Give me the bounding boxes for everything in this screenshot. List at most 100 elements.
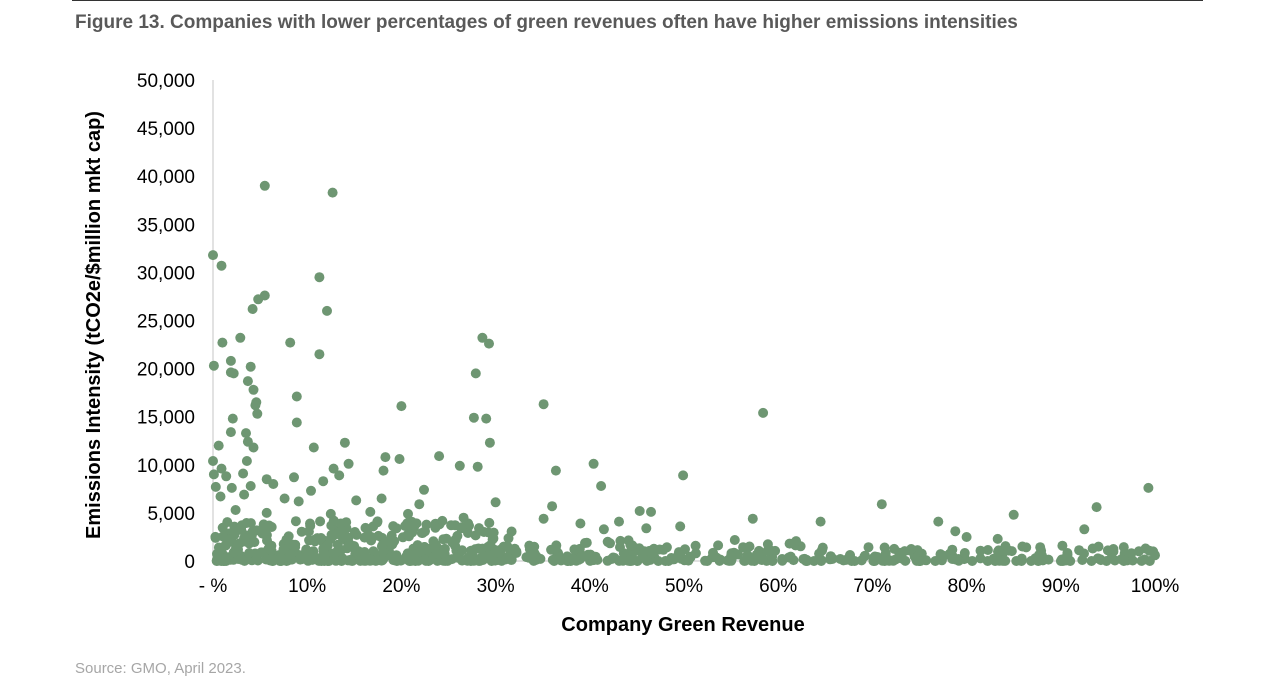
data-point bbox=[306, 485, 316, 496]
data-point bbox=[747, 513, 758, 524]
cluster-point bbox=[296, 526, 307, 537]
data-point bbox=[614, 516, 624, 527]
data-point bbox=[378, 465, 389, 476]
cluster-point bbox=[345, 555, 356, 566]
cluster-point bbox=[422, 544, 433, 555]
cluster-point bbox=[389, 553, 400, 564]
cluster-point bbox=[336, 556, 347, 566]
cluster-point bbox=[729, 535, 740, 545]
data-point bbox=[241, 456, 252, 466]
data-point bbox=[490, 497, 501, 508]
data-point bbox=[815, 516, 826, 527]
cluster-point bbox=[285, 549, 296, 560]
x-tick-label: 100% bbox=[1131, 576, 1180, 597]
cluster-point bbox=[303, 555, 314, 566]
data-point bbox=[245, 481, 256, 491]
cluster-point bbox=[713, 540, 724, 551]
cluster-point bbox=[441, 554, 452, 565]
cluster-point bbox=[524, 552, 535, 563]
data-point bbox=[227, 413, 238, 424]
cluster-point bbox=[993, 545, 1004, 556]
cluster-point bbox=[1030, 553, 1041, 564]
cluster-point bbox=[690, 540, 701, 551]
data-point bbox=[208, 469, 219, 480]
cluster-point bbox=[303, 526, 314, 537]
cluster-point bbox=[547, 554, 558, 565]
cluster-point bbox=[244, 548, 255, 558]
cluster-point bbox=[268, 555, 279, 566]
cluster-point bbox=[1036, 545, 1047, 556]
top-rule bbox=[72, 0, 1203, 1]
figure-title: Figure 13. Companies with lower percenta… bbox=[75, 12, 1018, 33]
cluster-point bbox=[236, 520, 247, 531]
cluster-point bbox=[450, 534, 461, 545]
cluster-point bbox=[226, 534, 237, 545]
cluster-point bbox=[1057, 556, 1068, 566]
cluster-point bbox=[592, 554, 603, 565]
data-point bbox=[259, 180, 270, 191]
x-axis-title: Company Green Revenue bbox=[561, 614, 804, 636]
data-point bbox=[226, 482, 237, 493]
cluster-point bbox=[605, 538, 615, 549]
data-point bbox=[550, 465, 561, 476]
x-tick-label: 70% bbox=[853, 576, 891, 597]
cluster-point bbox=[439, 543, 450, 554]
cluster-point bbox=[222, 517, 233, 528]
y-tick-label: 40,000 bbox=[137, 167, 195, 188]
data-point bbox=[291, 417, 302, 428]
y-tick-label: 0 bbox=[184, 552, 195, 573]
data-point bbox=[950, 526, 961, 537]
data-point bbox=[208, 250, 218, 261]
cluster-point bbox=[744, 541, 755, 552]
cluster-point bbox=[788, 538, 799, 549]
data-point bbox=[208, 360, 219, 371]
data-point bbox=[472, 461, 483, 472]
data-point bbox=[484, 437, 495, 448]
data-point bbox=[380, 452, 391, 463]
x-tick-label: 40% bbox=[571, 576, 609, 597]
cluster-point bbox=[889, 543, 900, 554]
data-point bbox=[454, 460, 465, 471]
cluster-point bbox=[430, 522, 441, 533]
cluster-point bbox=[785, 551, 796, 562]
data-point bbox=[992, 533, 1003, 544]
x-tick-label: 80% bbox=[948, 576, 986, 597]
data-point bbox=[876, 499, 887, 510]
cluster-point bbox=[264, 520, 275, 531]
data-point bbox=[328, 463, 339, 474]
cluster-point bbox=[290, 539, 301, 550]
data-point bbox=[216, 463, 227, 474]
cluster-point bbox=[615, 535, 626, 546]
cluster-point bbox=[473, 555, 484, 566]
data-point bbox=[634, 506, 645, 516]
y-tick-label: 15,000 bbox=[137, 408, 195, 429]
cluster-point bbox=[569, 544, 580, 555]
cluster-point bbox=[663, 556, 674, 566]
tick-labels: 0 5,000 10,000 15,000 20,000 25,000 30,000 35,0… bbox=[137, 71, 1180, 597]
data-point bbox=[308, 442, 319, 453]
cluster-point bbox=[658, 544, 669, 555]
data-point bbox=[216, 260, 227, 271]
cluster-point bbox=[1136, 555, 1147, 566]
cluster-point bbox=[953, 555, 964, 566]
cluster-point bbox=[420, 526, 430, 537]
data-point bbox=[238, 468, 249, 479]
cluster-point bbox=[503, 533, 514, 544]
axes bbox=[212, 80, 1155, 562]
cluster-point bbox=[711, 552, 722, 563]
cluster-point bbox=[930, 556, 941, 566]
cluster-point bbox=[414, 546, 425, 557]
data-point bbox=[221, 471, 232, 482]
cluster-point bbox=[304, 535, 315, 546]
cluster-point bbox=[646, 548, 657, 559]
cluster-point bbox=[814, 548, 825, 559]
data-point bbox=[325, 508, 336, 519]
x-tick-label: 30% bbox=[477, 576, 515, 597]
cluster-point bbox=[740, 555, 751, 566]
data-point bbox=[376, 493, 387, 504]
data-point bbox=[588, 458, 599, 469]
data-point bbox=[261, 507, 272, 518]
y-tick-label: 30,000 bbox=[137, 263, 195, 284]
data-point bbox=[419, 484, 429, 495]
